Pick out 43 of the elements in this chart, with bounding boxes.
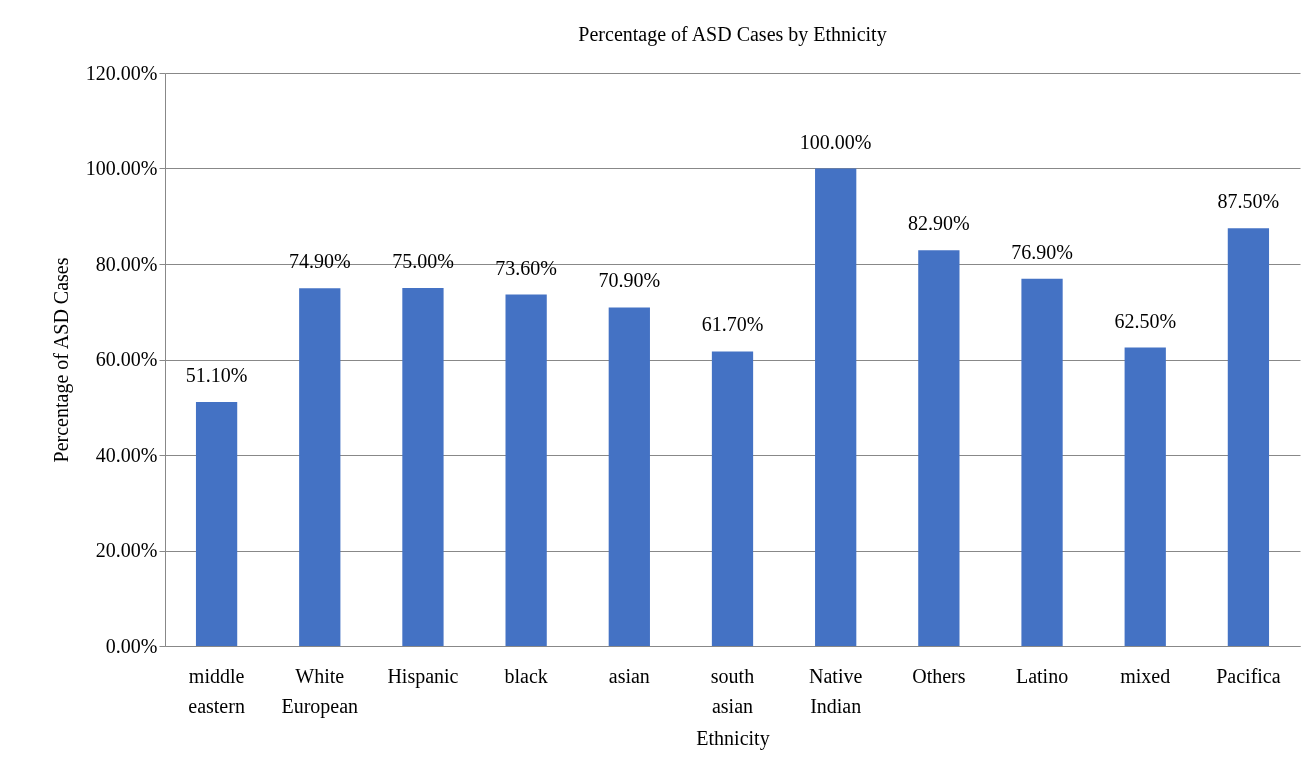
bar — [402, 287, 444, 646]
data-label: 87.50% — [1217, 190, 1280, 213]
y-tick-label: 80.00% — [95, 252, 158, 275]
bar — [1124, 347, 1166, 646]
bar — [918, 250, 960, 646]
y-tick-label: 120.00% — [85, 61, 158, 84]
data-label: 76.90% — [1011, 240, 1073, 263]
data-label: 62.50% — [1114, 309, 1177, 332]
bar — [1227, 228, 1270, 646]
bar — [505, 294, 547, 646]
x-tick-label: middle eastern — [188, 664, 245, 717]
y-tick-label: 20.00% — [95, 539, 158, 561]
data-label: 70.90% — [598, 269, 661, 292]
bar — [195, 402, 238, 646]
data-label: 82.90% — [908, 212, 970, 235]
bar — [815, 168, 857, 646]
bar — [608, 307, 650, 646]
x-tick-label: Others — [912, 664, 966, 687]
x-tick-label: White European — [281, 664, 359, 718]
data-label: 61.70% — [701, 313, 764, 336]
data-label: 100.00% — [799, 130, 872, 153]
x-axis-title: Ethnicity — [696, 726, 770, 750]
data-label: 75.00% — [392, 249, 454, 272]
x-tick-label: Latino — [1015, 664, 1069, 687]
y-tick-label: 100.00% — [85, 157, 158, 179]
chart-title: Percentage of ASD Cases by Ethnicity — [578, 23, 887, 46]
y-tick-label: 0.00% — [105, 634, 158, 657]
data-label: 51.10% — [185, 364, 248, 386]
bar — [711, 351, 754, 646]
data-label: 73.60% — [495, 256, 557, 279]
x-tick-label: Native Indian — [809, 664, 863, 717]
x-tick-label: asian — [608, 664, 650, 687]
data-label: 74.90% — [288, 250, 351, 273]
bar — [1021, 278, 1063, 646]
bar — [299, 288, 341, 646]
x-tick-label: mixed — [1120, 664, 1171, 687]
x-tick-label: Hispanic — [387, 664, 459, 688]
y-tick-label: 60.00% — [95, 348, 158, 370]
x-tick-label: south asian — [710, 664, 755, 717]
y-tick-label: 40.00% — [95, 443, 158, 466]
y-axis-title: Percentage of ASD Cases — [49, 257, 73, 463]
x-tick-label: black — [504, 664, 548, 687]
x-tick-label: Pacifica — [1216, 664, 1281, 687]
